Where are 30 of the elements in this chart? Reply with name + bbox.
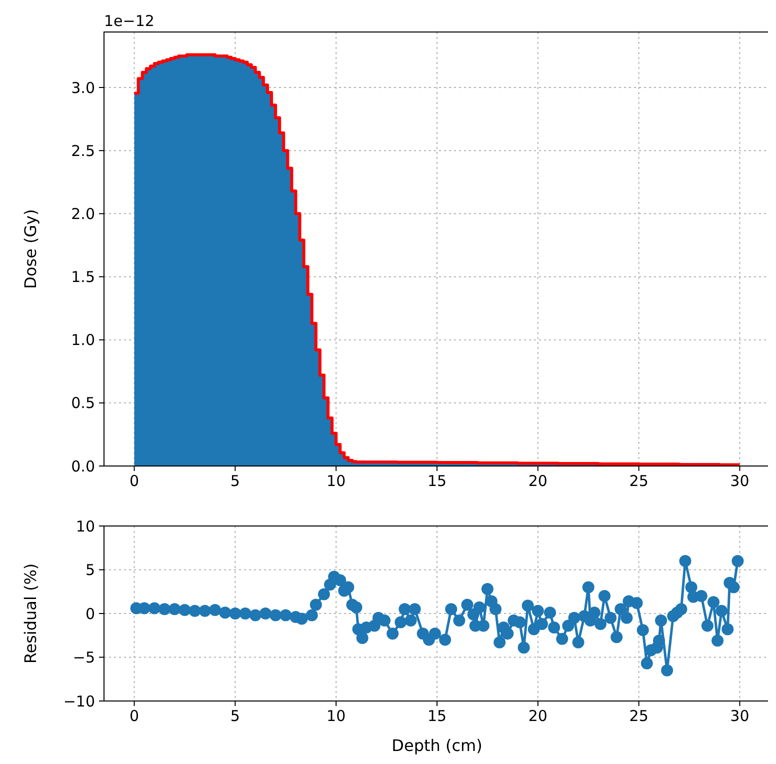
y-tick-label: 2.5 xyxy=(71,142,95,160)
y-tick-label: 1.0 xyxy=(71,331,95,350)
x-axis-title: Depth (cm) xyxy=(392,736,482,755)
x-tick-label: 0 xyxy=(130,707,140,725)
y-axis-title: Dose (Gy) xyxy=(21,209,40,289)
y-tick-label: 0.0 xyxy=(71,457,95,476)
x-tick-label: 15 xyxy=(427,707,447,725)
x-tick-label: 5 xyxy=(230,472,240,490)
x-tick-label: 30 xyxy=(730,707,750,725)
y-tick-label: 0.5 xyxy=(71,394,95,412)
y-axis-title: Residual (%) xyxy=(21,563,40,664)
x-tick-label: 20 xyxy=(528,707,548,725)
y-tick-label: 2.0 xyxy=(71,204,95,223)
x-tick-label: 15 xyxy=(427,472,447,490)
x-tick-label: 30 xyxy=(730,472,750,490)
x-tick-label: 25 xyxy=(629,472,648,490)
x-tick-label: 25 xyxy=(629,707,648,725)
y-tick-label: −10 xyxy=(63,692,95,710)
x-tick-label: 5 xyxy=(230,707,240,725)
text: 1e−12 xyxy=(104,12,154,30)
x-tick-label: 10 xyxy=(326,472,346,490)
x-tick-label: 10 xyxy=(326,707,346,725)
y-tick-label: −5 xyxy=(72,648,95,666)
y-tick-label: 3.0 xyxy=(71,78,95,97)
y-tick-label: 1.5 xyxy=(71,268,95,286)
x-tick-label: 0 xyxy=(130,472,140,490)
y-tick-label: 5 xyxy=(85,561,95,579)
y-tick-label: 10 xyxy=(76,517,95,536)
x-tick-label: 20 xyxy=(528,472,548,490)
y-tick-label: 0 xyxy=(85,604,95,623)
